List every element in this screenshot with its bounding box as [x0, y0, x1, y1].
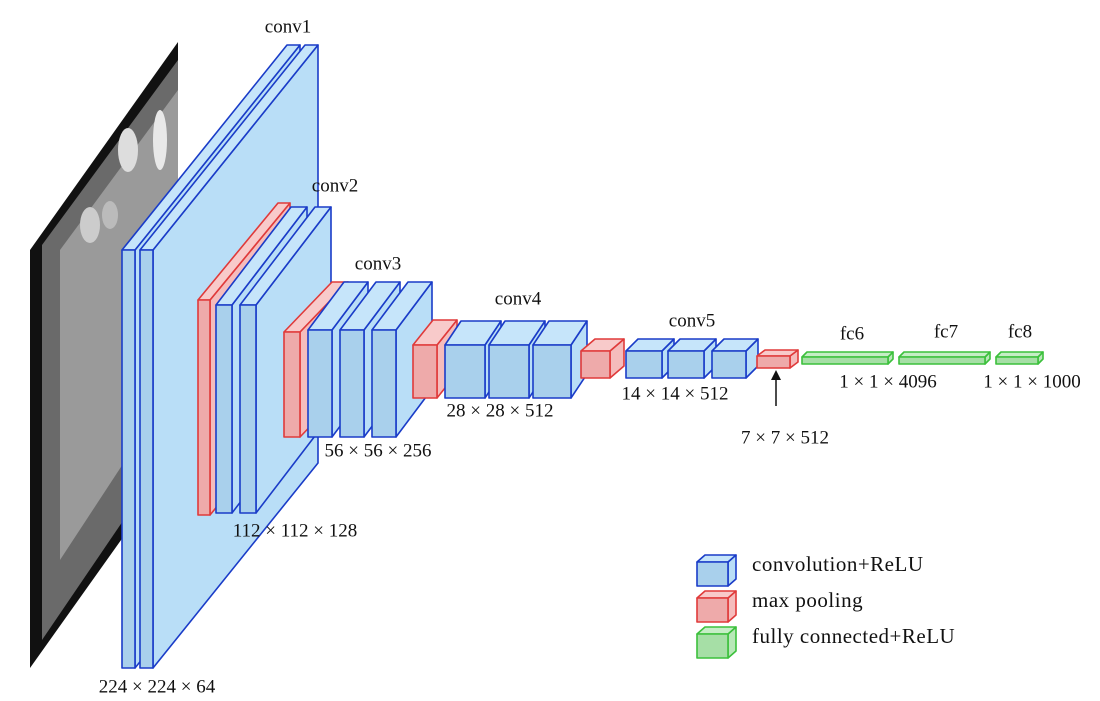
dimension-label: 1 × 1 × 1000: [983, 371, 1080, 392]
image-blob: [102, 201, 118, 229]
conv-layer: [532, 320, 588, 399]
box-front: [371, 329, 397, 438]
dimension-label: 28 × 28 × 512: [447, 400, 554, 421]
fc-layer: [801, 351, 894, 365]
box-front: [121, 249, 136, 669]
box-front: [215, 304, 233, 514]
block-label: conv4: [495, 288, 542, 309]
box-front: [412, 344, 438, 399]
box-front: [711, 350, 747, 379]
box-front: [488, 344, 530, 399]
dimension-label: 14 × 14 × 512: [622, 383, 729, 404]
block-label: conv5: [669, 310, 715, 331]
conv-layer: [711, 338, 759, 379]
box-front: [696, 561, 729, 587]
legend-label: convolution+ReLU: [752, 552, 924, 576]
box-top: [756, 349, 799, 357]
box-front: [696, 597, 729, 623]
dimension-label: 56 × 56 × 256: [325, 440, 432, 461]
fc-layer: [696, 626, 737, 659]
box-front: [239, 304, 257, 514]
dimension-label: 112 × 112 × 128: [233, 520, 358, 541]
block-label: conv1: [265, 16, 311, 37]
dimension-label: 224 × 224 × 64: [99, 676, 216, 697]
block-label: conv2: [312, 175, 358, 196]
box-front: [801, 356, 889, 365]
fc-layer: [898, 351, 991, 365]
block-label: conv3: [355, 253, 401, 274]
box-top: [696, 554, 737, 563]
box-front: [339, 329, 365, 438]
box-front: [444, 344, 486, 399]
pool-layer: [756, 349, 799, 369]
legend-label: fully connected+ReLU: [752, 624, 955, 648]
legend-label: max pooling: [752, 588, 863, 612]
block-label: fc7: [934, 321, 958, 342]
box-front: [898, 356, 986, 365]
box-front: [667, 350, 705, 379]
box-front: [756, 355, 791, 369]
box-front: [307, 329, 333, 438]
box-front: [696, 633, 729, 659]
conv-layer: [696, 554, 737, 587]
box-top: [696, 590, 737, 599]
box-front: [995, 356, 1039, 365]
image-blob: [118, 128, 138, 172]
arrow-head: [771, 370, 781, 380]
input-image: [30, 42, 178, 668]
conv-layer: [625, 338, 675, 379]
pool-layer: [580, 338, 625, 379]
image-blob: [80, 207, 100, 243]
box-front: [139, 249, 154, 669]
dimension-label: 1 × 1 × 4096: [839, 371, 936, 392]
layers: [121, 44, 1044, 669]
block-label: fc6: [840, 323, 864, 344]
box-front: [532, 344, 572, 399]
conv-layer: [667, 338, 717, 379]
fc-layer: [995, 351, 1044, 365]
image-region: [60, 90, 178, 560]
box-front: [197, 299, 211, 516]
box-top: [696, 626, 737, 635]
block-label: fc8: [1008, 321, 1032, 342]
box-front: [580, 350, 611, 379]
box-front: [625, 350, 663, 379]
box-front: [283, 331, 301, 438]
pool-layer: [696, 590, 737, 623]
image-blob: [153, 110, 167, 170]
dimension-label: 7 × 7 × 512: [741, 427, 829, 448]
